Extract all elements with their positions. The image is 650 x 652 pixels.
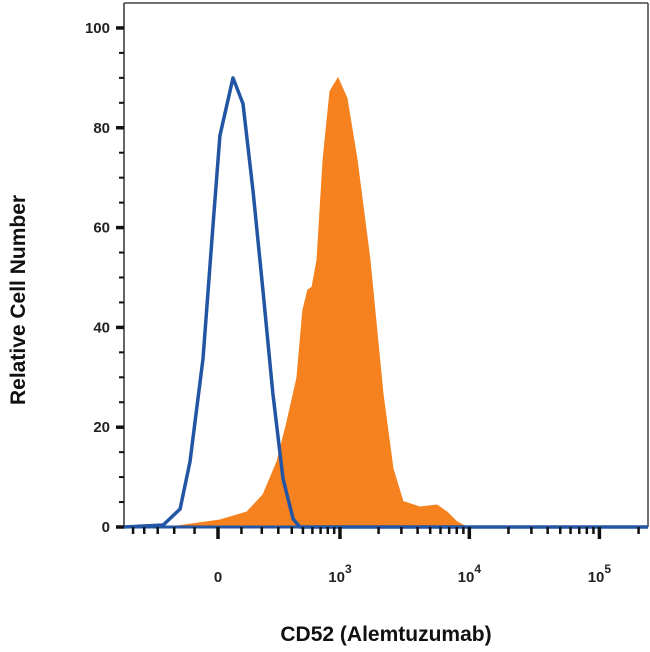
x-tick-exponent: 4 — [474, 562, 481, 576]
x-tick-base: 10 — [458, 569, 475, 586]
y-tick-label: 40 — [93, 319, 110, 336]
x-tick-exponent: 5 — [604, 562, 611, 576]
x-tick-label: 103 — [328, 562, 352, 586]
y-tick-label: 80 — [93, 120, 110, 137]
y-tick-label: 100 — [85, 20, 110, 37]
x-tick-exponent: 3 — [345, 562, 352, 576]
y-tick-label: 0 — [102, 519, 110, 536]
outline-histogram-series — [123, 76, 648, 529]
x-tick-base: 10 — [328, 569, 345, 586]
y-tick-label: 60 — [93, 220, 110, 237]
x-axis-title: CD52 (Alemtuzumab) — [280, 623, 491, 646]
x-tick-label: 0 — [214, 569, 222, 586]
y-axis-title: Relative Cell Number — [7, 195, 30, 405]
filled-histogram-series — [169, 76, 468, 528]
y-tick-label: 20 — [93, 419, 110, 436]
x-tick-base: 10 — [588, 569, 605, 586]
x-tick-label: 105 — [588, 562, 612, 586]
x-tick-label: 104 — [458, 562, 482, 586]
x-tick-base: 0 — [214, 569, 222, 586]
plot-area — [123, 76, 648, 529]
